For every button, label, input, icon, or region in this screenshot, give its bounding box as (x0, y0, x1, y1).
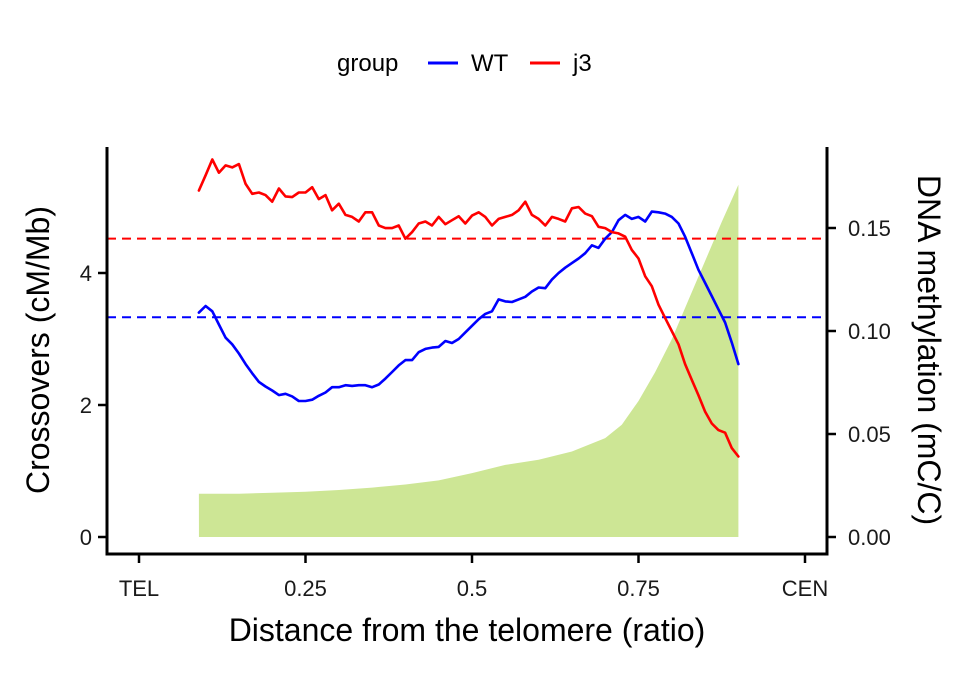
right-y-ticks: 0.00 0.05 0.10 0.15 (827, 216, 891, 550)
right-y-tick-label: 0.05 (848, 422, 891, 447)
legend-label-j3: j3 (572, 50, 592, 77)
x-tick-label: 0.25 (284, 576, 327, 601)
series-line-j3 (197, 158, 740, 458)
right-y-tick-label: 0.15 (848, 216, 891, 241)
axes: TEL 0.25 0.5 0.75 CEN 0 2 4 0.00 0.05 0.10 0.15 (80, 147, 891, 601)
left-y-axis-title: Crossovers (cM/Mb) (20, 206, 56, 494)
x-tick-label: 0.75 (617, 576, 660, 601)
legend: group WT j3 (337, 50, 592, 77)
x-tick-label: 0.5 (457, 576, 488, 601)
x-ticks: TEL 0.25 0.5 0.75 CEN (119, 554, 828, 601)
left-y-ticks: 0 2 4 (80, 261, 107, 550)
reference-lines-layer (107, 237, 827, 319)
left-y-tick-label: 4 (80, 261, 92, 286)
left-y-tick-label: 2 (80, 393, 92, 418)
legend-title: group (337, 50, 398, 77)
right-y-tick-label: 0.10 (848, 319, 891, 344)
series-lines-layer (197, 158, 740, 458)
x-tick-label: CEN (782, 576, 828, 601)
right-y-axis-title: DNA methylation (mC/C) (911, 175, 947, 525)
left-y-tick-label: 0 (80, 525, 92, 550)
plot-area (107, 158, 827, 537)
x-axis-title: Distance from the telomere (ratio) (229, 612, 706, 648)
methylation-area-layer (198, 184, 739, 537)
series-line-wt (197, 210, 740, 403)
methylation-area (198, 184, 739, 537)
right-y-tick-label: 0.00 (848, 525, 891, 550)
x-tick-label: TEL (119, 576, 159, 601)
legend-label-wt: WT (471, 50, 509, 77)
